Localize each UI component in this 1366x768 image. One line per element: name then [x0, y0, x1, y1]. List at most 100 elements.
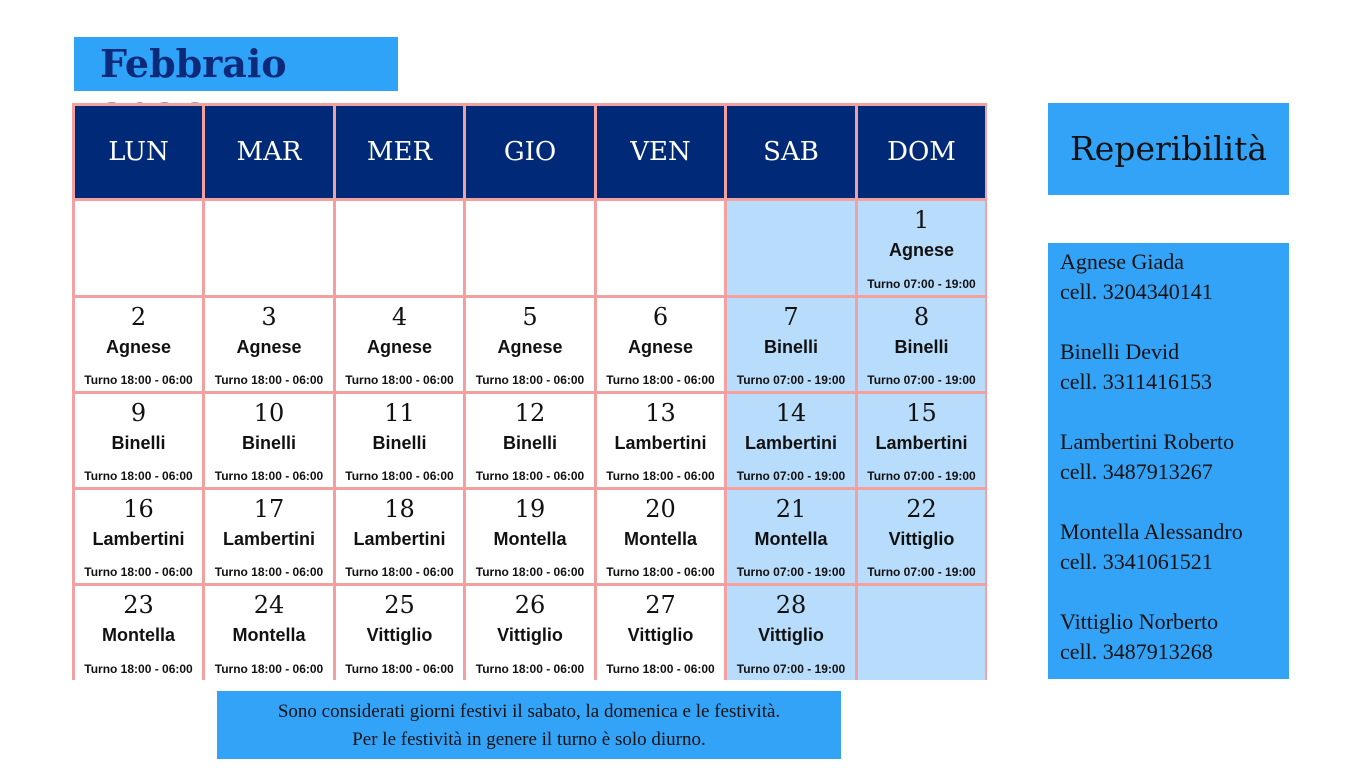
shift-hours: Turno 18:00 - 06:00	[84, 565, 193, 579]
shift-hours: Turno 18:00 - 06:00	[606, 565, 715, 579]
on-call-name: Binelli	[502, 433, 557, 453]
day-cell: 6 Agnese Turno 18:00 - 06:00	[597, 298, 724, 391]
day-number: 4	[391, 303, 408, 331]
on-call-name: Lambertini	[875, 433, 968, 453]
day-cell: 18 Lambertini Turno 18:00 - 06:00	[336, 490, 463, 583]
on-call-name: Montella	[101, 625, 175, 645]
day-number: 23	[123, 591, 154, 619]
shift-hours: Turno 18:00 - 06:00	[345, 469, 454, 483]
day-cell: 8 Binelli Turno 07:00 - 19:00	[858, 298, 985, 391]
contact-name: Agnese Giada	[1060, 249, 1185, 274]
on-call-name: Vittiglio	[888, 529, 955, 549]
day-cell: 19 Montella Turno 18:00 - 06:00	[466, 490, 594, 583]
contact-phone: cell. 3311416153	[1060, 369, 1212, 394]
day-cell: 12 Binelli Turno 18:00 - 06:00	[466, 394, 594, 487]
shift-hours: Turno 07:00 - 19:00	[736, 469, 846, 483]
shift-hours: Turno 18:00 - 06:00	[84, 373, 193, 387]
day-cell: 11 Binelli Turno 18:00 - 06:00	[336, 394, 463, 487]
on-call-name: Lambertini	[92, 529, 185, 549]
shift-hours: Turno 18:00 - 06:00	[475, 565, 585, 579]
on-call-name: Montella	[623, 529, 697, 549]
day-cell: 7 Binelli Turno 07:00 - 19:00	[727, 298, 855, 391]
day-cell	[597, 201, 724, 295]
day-number: 7	[783, 303, 799, 331]
day-cell: 5 Agnese Turno 18:00 - 06:00	[466, 298, 594, 391]
shift-hours: Turno 07:00 - 19:00	[867, 565, 976, 579]
day-number: 5	[522, 303, 538, 331]
day-cell: 13 Lambertini Turno 18:00 - 06:00	[597, 394, 724, 487]
day-cell: 25 Vittiglio Turno 18:00 - 06:00	[336, 586, 463, 680]
weekday-header: LUN	[75, 106, 202, 198]
on-call-name: Binelli	[763, 337, 818, 357]
on-call-name: Binelli	[372, 433, 427, 453]
shift-hours: Turno 07:00 - 19:00	[736, 373, 846, 387]
day-cell: 21 Montella Turno 07:00 - 19:00	[727, 490, 855, 583]
day-number: 17	[253, 495, 285, 523]
on-call-name: Binelli	[894, 337, 949, 357]
calendar: LUN MAR MER GIO VEN SAB DOM 1 Agnese Turno 07:00 …	[72, 103, 987, 680]
contact-phone: cell. 3487913268	[1060, 639, 1213, 664]
day-number: 22	[906, 495, 937, 523]
day-number: 24	[253, 591, 285, 619]
shift-hours: Turno 18:00 - 06:00	[345, 373, 454, 387]
on-call-name: Lambertini	[222, 529, 315, 549]
note-line: Per le festività in genere il turno è so…	[352, 729, 706, 750]
on-call-name: Agnese	[497, 337, 563, 357]
weekday-header: MER	[336, 106, 463, 198]
on-call-name: Binelli	[241, 433, 296, 453]
day-number: 12	[514, 399, 546, 427]
day-number: 1	[913, 206, 930, 234]
day-cell: 17 Lambertini Turno 18:00 - 06:00	[205, 490, 333, 583]
contact-name: Binelli Devid	[1060, 339, 1180, 364]
shift-hours: Turno 07:00 - 19:00	[867, 277, 976, 291]
shift-hours: Turno 18:00 - 06:00	[606, 469, 715, 483]
shift-hours: Turno 07:00 - 19:00	[736, 662, 846, 676]
day-number: 11	[384, 399, 415, 427]
day-number: 19	[514, 495, 546, 523]
day-cell: 9 Binelli Turno 18:00 - 06:00	[75, 394, 202, 487]
on-call-name: Lambertini	[614, 433, 707, 453]
shift-hours: Turno 18:00 - 06:00	[214, 373, 324, 387]
shift-hours: Turno 18:00 - 06:00	[475, 373, 585, 387]
shift-hours: Turno 18:00 - 06:00	[214, 565, 324, 579]
day-cell	[336, 201, 463, 295]
shift-hours: Turno 18:00 - 06:00	[475, 469, 585, 483]
day-cell	[858, 586, 985, 680]
contact-phone: cell. 3204340141	[1060, 279, 1213, 304]
day-cell	[727, 201, 855, 295]
day-number: 18	[384, 495, 415, 523]
weekday-header: DOM	[858, 106, 985, 198]
contact-phone: cell. 3487913267	[1060, 459, 1213, 484]
contact-name: Lambertini Roberto	[1060, 429, 1235, 454]
shift-hours: Turno 18:00 - 06:00	[84, 662, 193, 676]
day-number: 20	[645, 495, 676, 523]
note: Sono considerati giorni festivi il sabat…	[217, 691, 841, 759]
on-call-name: Binelli	[111, 433, 166, 453]
shift-hours: Turno 18:00 - 06:00	[84, 469, 193, 483]
day-cell: 20 Montella Turno 18:00 - 06:00	[597, 490, 724, 583]
shift-hours: Turno 18:00 - 06:00	[606, 662, 715, 676]
on-call-name: Montella	[493, 529, 567, 549]
day-number: 26	[514, 591, 546, 619]
on-call-name: Montella	[754, 529, 828, 549]
contact-name: Montella Alessandro	[1060, 519, 1243, 544]
contact: Montella Alessandro cell. 3341061521	[1060, 517, 1289, 607]
day-cell: 28 Vittiglio Turno 07:00 - 19:00	[727, 586, 855, 680]
shift-hours: Turno 07:00 - 19:00	[736, 565, 846, 579]
day-cell: 15 Lambertini Turno 07:00 - 19:00	[858, 394, 985, 487]
on-call-name: Vittiglio	[497, 625, 563, 645]
on-call-name: Agnese	[105, 337, 172, 357]
day-cell: 24 Montella Turno 18:00 - 06:00	[205, 586, 333, 680]
day-number: 25	[384, 591, 415, 619]
contact-phone: cell. 3341061521	[1060, 549, 1213, 574]
on-call-name: Agnese	[366, 337, 433, 357]
day-cell	[205, 201, 333, 295]
day-cell: 23 Montella Turno 18:00 - 06:00	[75, 586, 202, 680]
weekday-header: GIO	[466, 106, 594, 198]
day-number: 2	[130, 303, 147, 331]
contact-name: Vittiglio Norberto	[1060, 609, 1219, 634]
on-call-name: Agnese	[236, 337, 302, 357]
shift-hours: Turno 07:00 - 19:00	[867, 373, 976, 387]
shift-hours: Turno 07:00 - 19:00	[867, 469, 976, 483]
